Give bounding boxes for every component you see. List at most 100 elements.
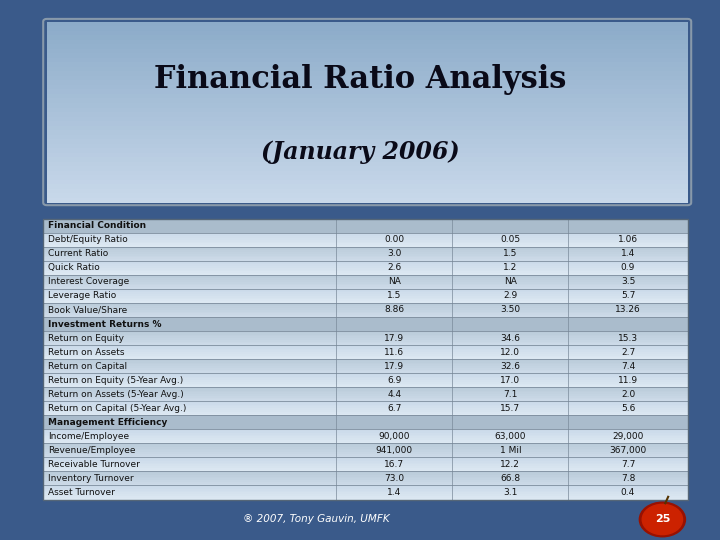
Bar: [43, 269, 688, 272]
Circle shape: [639, 502, 685, 537]
Bar: [43, 364, 688, 366]
Bar: [43, 361, 688, 363]
Bar: [43, 389, 688, 391]
Bar: [43, 415, 688, 429]
Bar: [43, 484, 688, 485]
Bar: [43, 248, 688, 251]
Bar: [43, 265, 688, 266]
Bar: [43, 222, 688, 224]
Bar: [43, 491, 688, 492]
Bar: [47, 117, 688, 121]
Text: 3.5: 3.5: [621, 278, 635, 286]
Bar: [43, 459, 688, 461]
Bar: [43, 461, 688, 463]
Bar: [43, 372, 688, 373]
Bar: [43, 394, 688, 396]
Bar: [47, 22, 688, 26]
Text: Return on Capital: Return on Capital: [48, 362, 127, 370]
Bar: [43, 489, 688, 491]
Bar: [43, 258, 688, 259]
Bar: [43, 443, 688, 445]
Bar: [43, 237, 688, 238]
Bar: [43, 238, 688, 240]
Bar: [47, 39, 688, 44]
Bar: [43, 275, 688, 276]
Bar: [47, 121, 688, 126]
Bar: [43, 350, 688, 352]
Bar: [43, 415, 688, 417]
Bar: [43, 477, 688, 478]
Text: Debt/Equity Ratio: Debt/Equity Ratio: [48, 235, 128, 244]
Bar: [43, 445, 688, 447]
Bar: [43, 354, 688, 355]
Bar: [43, 366, 688, 368]
Bar: [47, 31, 688, 35]
Bar: [47, 44, 688, 49]
Bar: [43, 243, 688, 245]
Bar: [43, 352, 688, 354]
Bar: [43, 419, 688, 421]
Bar: [43, 487, 688, 489]
Bar: [43, 496, 688, 498]
Bar: [43, 255, 688, 258]
Text: 7.4: 7.4: [621, 362, 635, 370]
Bar: [43, 219, 688, 220]
Bar: [43, 429, 688, 431]
Bar: [43, 435, 688, 436]
Text: Book Value/Share: Book Value/Share: [48, 306, 127, 314]
Bar: [43, 478, 688, 480]
Bar: [43, 342, 688, 343]
Bar: [43, 259, 688, 261]
Bar: [47, 67, 688, 71]
Bar: [43, 377, 688, 379]
Text: Return on Capital (5-Year Avg.): Return on Capital (5-Year Avg.): [48, 404, 186, 413]
Bar: [43, 456, 688, 457]
Bar: [43, 463, 688, 464]
Text: 0.00: 0.00: [384, 235, 405, 244]
Text: 7.1: 7.1: [503, 390, 518, 399]
Bar: [43, 347, 688, 349]
Bar: [47, 171, 688, 176]
Bar: [43, 345, 688, 347]
Bar: [43, 464, 688, 466]
Bar: [43, 373, 688, 375]
Bar: [43, 245, 688, 247]
Bar: [47, 98, 688, 103]
Bar: [43, 289, 688, 291]
Text: 66.8: 66.8: [500, 474, 521, 483]
Bar: [43, 268, 688, 269]
Bar: [43, 219, 688, 233]
Bar: [43, 422, 688, 424]
Text: 17.9: 17.9: [384, 362, 405, 370]
Bar: [43, 252, 688, 254]
Text: 2.7: 2.7: [621, 348, 635, 356]
Text: Financial Ratio Analysis: Financial Ratio Analysis: [154, 64, 566, 95]
Bar: [43, 440, 688, 442]
Bar: [43, 386, 688, 387]
Bar: [43, 251, 688, 252]
Bar: [43, 450, 688, 452]
Bar: [43, 319, 688, 321]
Text: Financial Condition: Financial Condition: [48, 221, 146, 230]
Text: 17.9: 17.9: [384, 334, 405, 342]
Bar: [43, 470, 688, 471]
Bar: [43, 400, 688, 401]
Bar: [43, 227, 688, 230]
Bar: [47, 53, 688, 58]
Text: 12.0: 12.0: [500, 348, 521, 356]
Bar: [43, 305, 688, 307]
Bar: [43, 494, 688, 496]
Bar: [47, 193, 688, 198]
Bar: [43, 436, 688, 438]
Text: 11.9: 11.9: [618, 376, 638, 384]
Bar: [43, 299, 688, 301]
Bar: [43, 480, 688, 482]
Bar: [43, 247, 688, 248]
Text: 90,000: 90,000: [379, 432, 410, 441]
Bar: [43, 279, 688, 280]
Text: 32.6: 32.6: [500, 362, 521, 370]
Bar: [43, 322, 688, 324]
Bar: [43, 247, 688, 261]
Bar: [43, 359, 688, 373]
Text: 6.7: 6.7: [387, 404, 402, 413]
